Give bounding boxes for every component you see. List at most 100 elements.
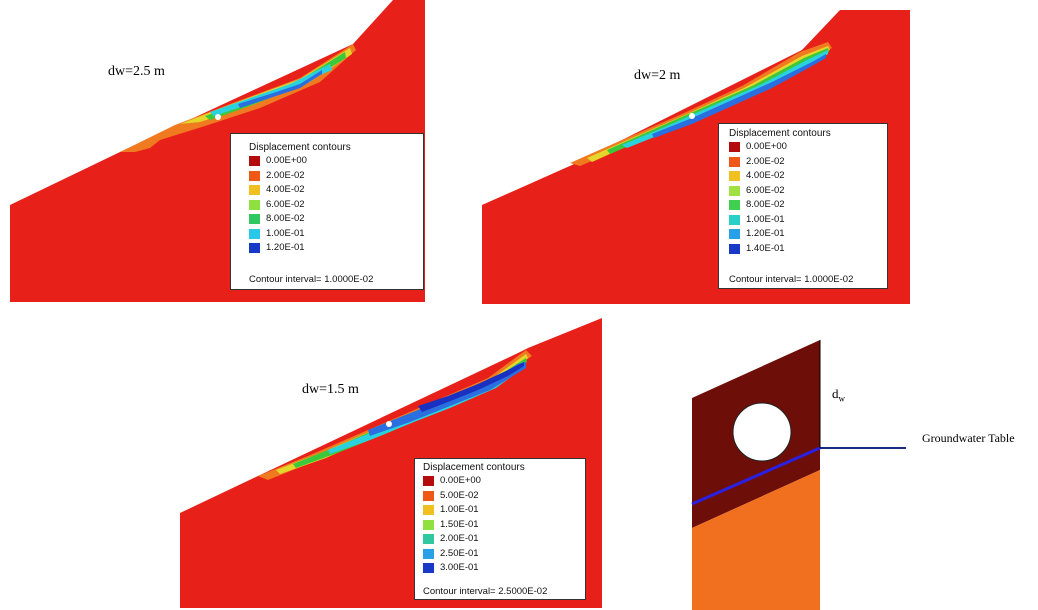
legend-entry: 1.20E-01 — [729, 229, 785, 239]
legend-swatch — [249, 156, 260, 166]
contour-band-blue — [238, 70, 322, 108]
legend-swatch — [423, 563, 434, 573]
legend-value: 0.00E+00 — [440, 475, 481, 486]
legend-title: Displacement contours — [249, 142, 351, 153]
legend-entry: 4.00E-02 — [729, 171, 785, 181]
contour-band-dark-blue — [418, 362, 524, 412]
groundwater-table-label: Groundwater Table — [922, 431, 1015, 445]
contour-band-cyan — [210, 64, 332, 116]
legend-swatch — [249, 170, 260, 181]
legend-entry: 1.50E-01 — [423, 518, 479, 530]
legend-swatch — [423, 490, 434, 501]
legend-entry: 2.00E-01 — [423, 534, 479, 544]
legend-box: Displacement contours 0.00E+00 2.00E-02 4.… — [718, 123, 888, 289]
legend-entry: 1.00E-01 — [423, 505, 479, 515]
legend-value: 1.00E-01 — [266, 227, 305, 239]
legend-value: 0.00E+00 — [266, 155, 307, 166]
legend-entry: 0.00E+00 — [423, 476, 481, 486]
legend-value: 1.40E-01 — [746, 242, 785, 254]
legend-value: 2.00E-01 — [440, 533, 479, 544]
legend-entry: 3.00E-01 — [423, 563, 479, 573]
legend-value: 6.00E-02 — [746, 184, 785, 196]
dw-symbol: dw — [832, 386, 845, 404]
legend-value: 1.50E-01 — [440, 518, 479, 530]
panel-dw-2: dw=2 m Displacement contours 0.00E+00 2.0… — [482, 0, 912, 305]
legend-entry: 8.00E-02 — [249, 214, 305, 224]
legend-value: 6.00E-02 — [266, 198, 305, 210]
legend-value: 2.00E-02 — [266, 169, 305, 181]
legend-swatch — [729, 214, 740, 225]
legend-value: 2.00E-02 — [746, 155, 785, 167]
legend-swatch — [729, 185, 740, 196]
legend-entry: 6.00E-02 — [249, 198, 305, 210]
lower-soil-layer — [692, 470, 820, 610]
legend-entry: 2.00E-02 — [249, 169, 305, 181]
legend-swatch — [729, 142, 740, 152]
tunnel-opening — [732, 402, 792, 462]
legend-value: 4.00E-02 — [746, 170, 785, 181]
contour-interval: Contour interval= 2.5000E-02 — [423, 586, 548, 597]
legend-entry: 1.20E-01 — [249, 243, 305, 253]
legend-swatch — [423, 534, 434, 544]
schematic-panel: dw Groundwater Table — [680, 330, 1038, 610]
contour-band-green — [607, 48, 829, 154]
legend-value: 1.00E-01 — [746, 213, 785, 225]
panel-dw-2-5: dw=2.5 m Displacement contours 0.00E+00 2… — [0, 0, 430, 305]
groundwater-line — [691, 446, 821, 506]
legend-entry: 2.50E-01 — [423, 547, 479, 559]
legend-swatch — [249, 243, 260, 253]
legend-swatch — [729, 243, 740, 254]
legend-entry: 1.40E-01 — [729, 242, 785, 254]
legend-entry: 4.00E-02 — [249, 185, 305, 195]
legend-value: 1.00E-01 — [440, 504, 479, 515]
contour-band-green — [293, 358, 527, 468]
tunnel-marker — [386, 421, 392, 427]
legend-swatch — [249, 214, 260, 224]
legend-swatch — [249, 228, 260, 239]
legend-swatch — [729, 229, 740, 239]
legend-swatch — [249, 185, 260, 195]
legend-value: 2.50E-01 — [440, 547, 479, 559]
legend-entry: 1.00E-01 — [729, 213, 785, 225]
legend-box: Displacement contours 0.00E+00 5.00E-02 1.… — [414, 458, 586, 600]
legend-value: 8.00E-02 — [746, 199, 785, 210]
contour-band-cyan — [622, 50, 828, 148]
tunnel-marker — [689, 113, 695, 119]
legend-swatch — [729, 171, 740, 181]
contour-band-orange — [570, 42, 832, 166]
contour-interval: Contour interval= 1.0000E-02 — [729, 274, 854, 285]
legend-entry: 6.00E-02 — [729, 184, 785, 196]
legend-title: Displacement contours — [423, 462, 525, 473]
legend-value: 8.00E-02 — [266, 213, 305, 224]
legend-swatch — [729, 156, 740, 167]
legend-swatch — [423, 476, 434, 486]
legend-entry: 0.00E+00 — [729, 142, 787, 152]
legend-entry: 8.00E-02 — [729, 200, 785, 210]
legend-value: 1.20E-01 — [746, 228, 785, 239]
legend-swatch — [249, 199, 260, 210]
legend-swatch — [423, 519, 434, 530]
legend-swatch — [423, 548, 434, 559]
panel-dw-1-5: dw=1.5 m Displacement contours 0.00E+00 5… — [178, 318, 608, 610]
contour-band-blue — [652, 54, 826, 138]
legend-value: 1.20E-01 — [266, 242, 305, 253]
tunnel-marker — [215, 114, 221, 120]
legend-value: 4.00E-02 — [266, 184, 305, 195]
schematic-diagram — [691, 340, 906, 610]
dw-label: dw=2.5 m — [108, 64, 165, 79]
contour-band-orange — [120, 44, 356, 152]
legend-entry: 2.00E-02 — [729, 155, 785, 167]
dw-label: dw=1.5 m — [302, 382, 359, 397]
dw-label: dw=2 m — [634, 68, 681, 83]
legend-swatch — [423, 505, 434, 515]
legend-swatch — [729, 200, 740, 210]
legend-value: 0.00E+00 — [746, 141, 787, 152]
legend-value: 3.00E-01 — [440, 562, 479, 573]
contour-interval: Contour interval= 1.0000E-02 — [249, 274, 374, 285]
legend-entry: 1.00E-01 — [249, 227, 305, 239]
legend-entry: 5.00E-02 — [423, 489, 479, 501]
legend-entry: 0.00E+00 — [249, 156, 307, 166]
legend-title: Displacement contours — [729, 128, 831, 139]
legend-box: Displacement contours 0.00E+00 2.00E-02 4.… — [230, 133, 424, 290]
legend-value: 5.00E-02 — [440, 489, 479, 501]
